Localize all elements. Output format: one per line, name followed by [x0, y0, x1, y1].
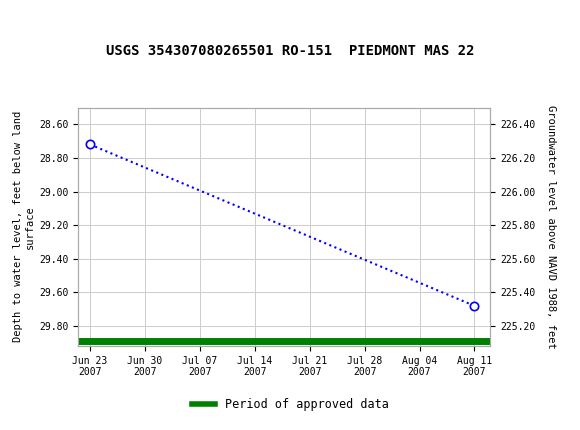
- Legend: Period of approved data: Period of approved data: [187, 393, 393, 415]
- FancyBboxPatch shape: [6, 3, 64, 28]
- Text: USGS 354307080265501 RO-151  PIEDMONT MAS 22: USGS 354307080265501 RO-151 PIEDMONT MAS…: [106, 44, 474, 58]
- Y-axis label: Groundwater level above NAVD 1988, feet: Groundwater level above NAVD 1988, feet: [546, 105, 556, 349]
- Y-axis label: Depth to water level, feet below land
surface: Depth to water level, feet below land su…: [13, 111, 35, 342]
- Text: ▒USGS: ▒USGS: [9, 4, 63, 26]
